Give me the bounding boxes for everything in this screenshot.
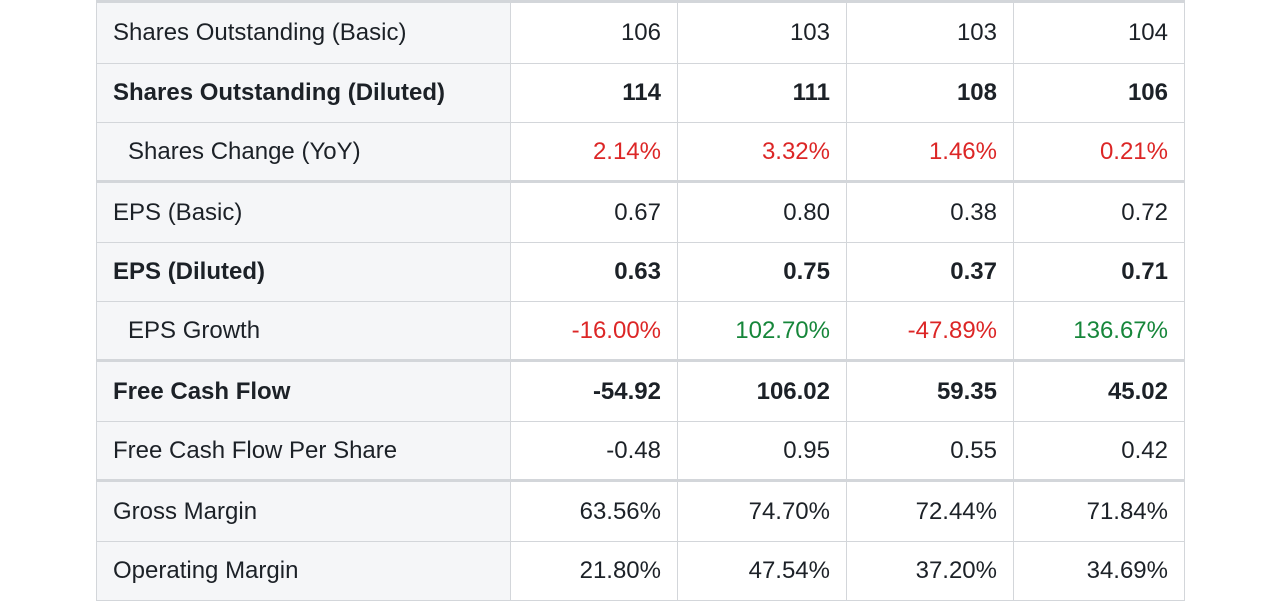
row-label: EPS (Diluted) bbox=[96, 242, 511, 302]
table-cell: 21.80% bbox=[510, 541, 678, 601]
row-label: Shares Outstanding (Basic) bbox=[96, 0, 511, 64]
table-cell: -54.92 bbox=[510, 359, 678, 422]
table-cell: 136.67% bbox=[1013, 301, 1185, 361]
table-cell: 71.84% bbox=[1013, 479, 1185, 542]
table-row-eps-diluted: EPS (Diluted) 0.63 0.75 0.37 0.71 bbox=[96, 242, 1185, 302]
table-row-free-cash-flow: Free Cash Flow -54.92 106.02 59.35 45.02 bbox=[96, 359, 1185, 422]
table-cell: 45.02 bbox=[1013, 359, 1185, 422]
table-cell: 104 bbox=[1013, 0, 1185, 64]
table-cell: 0.38 bbox=[846, 180, 1014, 243]
table-row-shares-change: Shares Change (YoY) 2.14% 3.32% 1.46% 0.… bbox=[96, 122, 1185, 182]
table-cell: 2.14% bbox=[510, 122, 678, 182]
table-cell: 0.37 bbox=[846, 242, 1014, 302]
table-cell: 37.20% bbox=[846, 541, 1014, 601]
financials-table: Shares Outstanding (Basic) 106 103 103 1… bbox=[96, 0, 1185, 601]
row-label: Free Cash Flow Per Share bbox=[96, 421, 511, 481]
table-cell: 0.72 bbox=[1013, 180, 1185, 243]
table-cell: 0.55 bbox=[846, 421, 1014, 481]
table-cell: -47.89% bbox=[846, 301, 1014, 361]
row-label: Shares Change (YoY) bbox=[96, 122, 511, 182]
row-label: EPS (Basic) bbox=[96, 180, 511, 243]
table-cell: 106 bbox=[1013, 63, 1185, 123]
table-cell: 103 bbox=[846, 0, 1014, 64]
table-cell: 63.56% bbox=[510, 479, 678, 542]
row-label: Gross Margin bbox=[96, 479, 511, 542]
table-row-shares-basic: Shares Outstanding (Basic) 106 103 103 1… bbox=[96, 0, 1185, 64]
table-cell: 106 bbox=[510, 0, 678, 64]
table-cell: 47.54% bbox=[677, 541, 847, 601]
table-cell: 0.63 bbox=[510, 242, 678, 302]
table-cell: 72.44% bbox=[846, 479, 1014, 542]
table-cell: 108 bbox=[846, 63, 1014, 123]
table-cell: 0.80 bbox=[677, 180, 847, 243]
table-row-shares-diluted: Shares Outstanding (Diluted) 114 111 108… bbox=[96, 63, 1185, 123]
table-cell: 0.21% bbox=[1013, 122, 1185, 182]
row-label: Free Cash Flow bbox=[96, 359, 511, 422]
table-row-gross-margin: Gross Margin 63.56% 74.70% 72.44% 71.84% bbox=[96, 479, 1185, 542]
table-cell: 111 bbox=[677, 63, 847, 123]
table-cell: 102.70% bbox=[677, 301, 847, 361]
financials-table-container: Shares Outstanding (Basic) 106 103 103 1… bbox=[96, 0, 1185, 601]
table-cell: 59.35 bbox=[846, 359, 1014, 422]
table-cell: 74.70% bbox=[677, 479, 847, 542]
table-cell: 0.42 bbox=[1013, 421, 1185, 481]
table-cell: 114 bbox=[510, 63, 678, 123]
table-cell: 0.67 bbox=[510, 180, 678, 243]
table-cell: 0.75 bbox=[677, 242, 847, 302]
table-cell: 3.32% bbox=[677, 122, 847, 182]
row-label: Operating Margin bbox=[96, 541, 511, 601]
table-row-fcf-per-share: Free Cash Flow Per Share -0.48 0.95 0.55… bbox=[96, 421, 1185, 481]
table-cell: 34.69% bbox=[1013, 541, 1185, 601]
table-row-eps-basic: EPS (Basic) 0.67 0.80 0.38 0.72 bbox=[96, 180, 1185, 243]
table-cell: 103 bbox=[677, 0, 847, 64]
table-cell: -16.00% bbox=[510, 301, 678, 361]
table-cell: -0.48 bbox=[510, 421, 678, 481]
table-row-operating-margin: Operating Margin 21.80% 47.54% 37.20% 34… bbox=[96, 541, 1185, 601]
table-row-eps-growth: EPS Growth -16.00% 102.70% -47.89% 136.6… bbox=[96, 301, 1185, 361]
table-cell: 1.46% bbox=[846, 122, 1014, 182]
row-label: Shares Outstanding (Diluted) bbox=[96, 63, 511, 123]
row-label: EPS Growth bbox=[96, 301, 511, 361]
table-cell: 0.71 bbox=[1013, 242, 1185, 302]
table-cell: 0.95 bbox=[677, 421, 847, 481]
table-cell: 106.02 bbox=[677, 359, 847, 422]
